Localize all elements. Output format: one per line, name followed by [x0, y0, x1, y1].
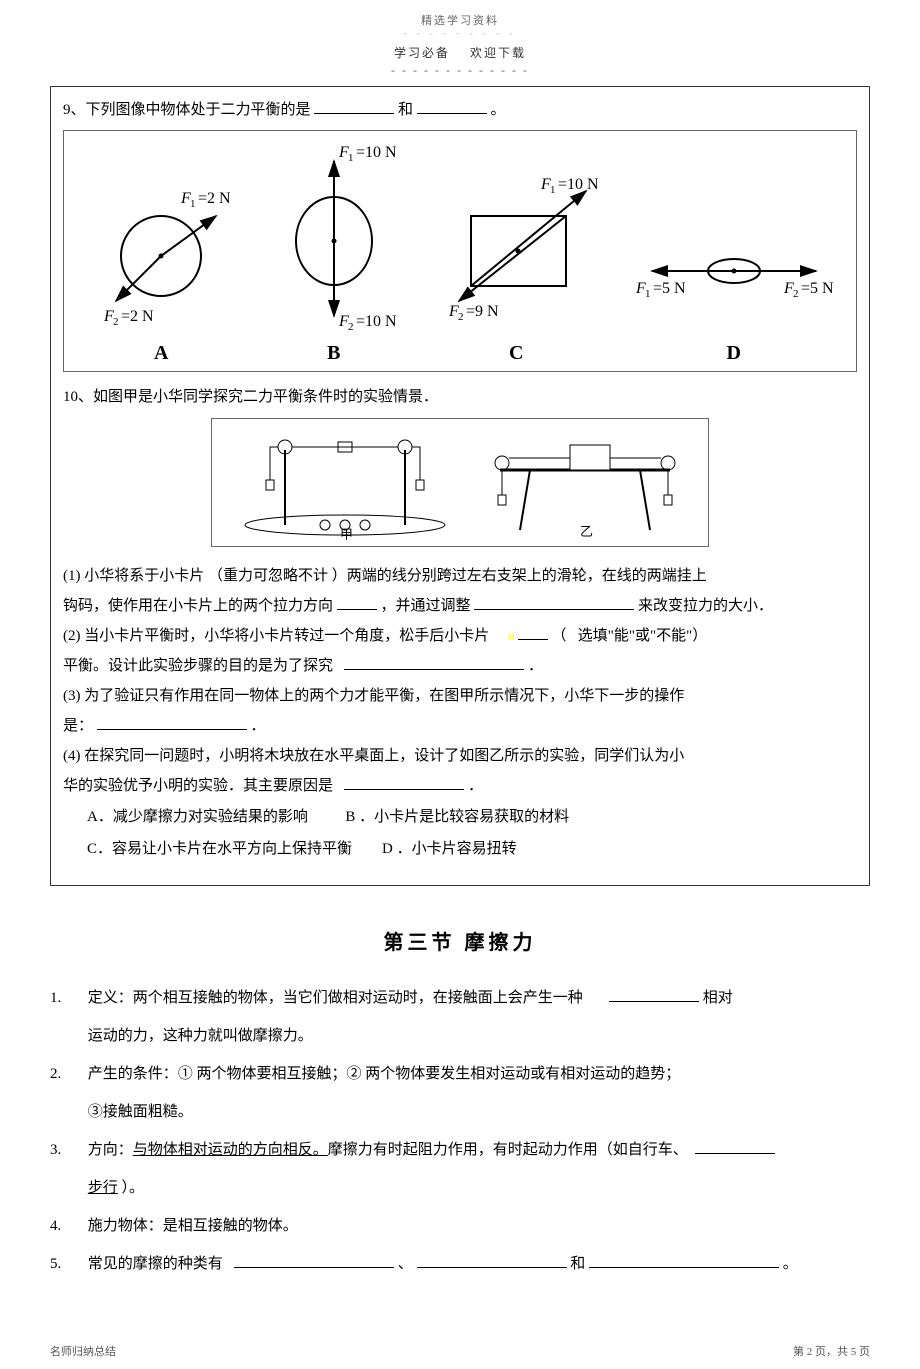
blank: [344, 771, 464, 790]
svg-text:=10 N: =10 N: [356, 313, 397, 330]
blank: [417, 1249, 567, 1268]
diagram-b: F1=10 N F2=10 N: [269, 141, 399, 331]
svg-text:=10 N: =10 N: [356, 144, 397, 161]
q10-figure: 甲 乙: [211, 418, 709, 547]
q9-figure-row: F1=2 N F2=2 N A F1=10 N F2=10 N B: [63, 130, 857, 372]
opt-b: B ．小卡片是比较容易获取的材料: [345, 809, 569, 825]
page-footer: 名师归纳总结 第 2 页，共 5 页: [0, 1323, 920, 1369]
footer-right: 第 2 页，共 5 页: [793, 1343, 870, 1359]
q9-fig-d: F1=5 N F2=5 N D: [634, 211, 834, 365]
q10-p1: (1) 小华将系于小卡片 （重力可忽略不计 ）两端的线分别跨过左右支架上的滑轮，…: [63, 561, 857, 621]
svg-text:1: 1: [348, 152, 354, 164]
svg-text:=2 N: =2 N: [198, 190, 231, 207]
apparatus-left: 甲: [230, 425, 460, 540]
content-box: 9、下列图像中物体处于二力平衡的是 和 。 F1=2 N F2=2 N A: [50, 86, 870, 886]
opt-a: A．减少摩擦力对实验结果的影响: [87, 809, 308, 825]
blank: [695, 1135, 775, 1154]
q10-p3: (3) 为了验证只有作用在同一物体上的两个力才能平衡，在图甲所示情况下，小华下一…: [63, 681, 857, 741]
svg-text:乙: 乙: [580, 524, 593, 539]
q9-stem: 9、下列图像中物体处于二力平衡的是 和 。: [63, 95, 857, 124]
q10-line1: 10、如图甲是小华同学探究二力平衡条件时的实验情景．: [63, 382, 857, 412]
fig-letter-a: A: [86, 342, 236, 365]
footer-left: 名师归纳总结: [50, 1343, 116, 1359]
q9-fig-a: F1=2 N F2=2 N A: [86, 171, 236, 365]
svg-text:1: 1: [550, 184, 556, 196]
svg-text:2: 2: [348, 321, 354, 331]
q10-p2: (2) 当小卡片平衡时，小华将小卡片转过一个角度，松手后小卡片 （ 选填"能"或…: [63, 621, 857, 681]
note-2: 2. 产生的条件：① 两个物体要相互接触；② 两个物体要发生相对运动或有相对运动…: [50, 1055, 870, 1131]
q10: 10、如图甲是小华同学探究二力平衡条件时的实验情景．: [63, 382, 857, 865]
q9-fig-c: F1=10 N F2=9 N C: [431, 161, 601, 365]
diagram-d: F1=5 N F2=5 N: [634, 211, 834, 331]
svg-text:=5 N: =5 N: [653, 280, 686, 297]
svg-text:2: 2: [113, 316, 119, 328]
svg-text:=5 N: =5 N: [801, 280, 834, 297]
fig-letter-d: D: [634, 342, 834, 365]
note-5: 5. 常见的摩擦的种类有 、 和 。: [50, 1245, 870, 1283]
section3-title: 第三节 摩擦力: [50, 926, 870, 955]
apparatus-right: 乙: [480, 430, 690, 540]
opt-d: D ．小卡片容易扭转: [382, 841, 517, 857]
svg-text:1: 1: [645, 288, 651, 300]
blank: [234, 1249, 394, 1268]
fig-letter-b: B: [269, 342, 399, 365]
blank: [589, 1249, 779, 1268]
q9-fig-b: F1=10 N F2=10 N B: [269, 141, 399, 365]
note-4: 4. 施力物体：是相互接触的物体。: [50, 1207, 870, 1245]
header-dots: - - - - - - - - -: [0, 28, 920, 38]
svg-text:=9 N: =9 N: [466, 303, 499, 320]
q10-p4: (4) 在探究同一问题时，小明将木块放在水平桌面上，设计了如图乙所示的实验，同学…: [63, 741, 857, 801]
note-1: 1. 定义：两个相互接触的物体，当它们做相对运动时，在接触面上会产生一种 相对 …: [50, 979, 870, 1055]
svg-text:=10 N: =10 N: [558, 176, 599, 193]
blank: [344, 651, 524, 670]
section3-notes: 1. 定义：两个相互接触的物体，当它们做相对运动时，在接触面上会产生一种 相对 …: [50, 979, 870, 1283]
svg-text:=2 N: =2 N: [121, 308, 154, 325]
fig-letter-c: C: [431, 342, 601, 365]
blank: [337, 591, 377, 610]
header-dashes: - - - - - - - - - - - - -: [0, 63, 920, 78]
header-sub: 学习必备 欢迎下载: [0, 38, 920, 63]
note-3: 3. 方向：与物体相对运动的方向相反。摩擦力有时起阻力作用，有时起动力作用（如自…: [50, 1131, 870, 1207]
svg-text:2: 2: [793, 288, 799, 300]
svg-text:2: 2: [458, 311, 464, 323]
diagram-c: F1=10 N F2=9 N: [431, 161, 601, 331]
blank: [314, 95, 394, 114]
svg-text:甲: 甲: [340, 527, 353, 540]
blank: [417, 95, 487, 114]
blank: [609, 983, 699, 1002]
header-top: 精选学习资料: [0, 0, 920, 28]
diagram-a: F1=2 N F2=2 N: [86, 171, 236, 331]
blank: [518, 621, 548, 640]
opt-c: C．容易让小卡片在水平方向上保持平衡: [87, 841, 352, 857]
blank: [97, 711, 247, 730]
svg-text:1: 1: [190, 198, 196, 210]
blank: [474, 591, 634, 610]
q10-options: A．减少摩擦力对实验结果的影响 B ．小卡片是比较容易获取的材料 C．容易让小卡…: [63, 801, 857, 865]
